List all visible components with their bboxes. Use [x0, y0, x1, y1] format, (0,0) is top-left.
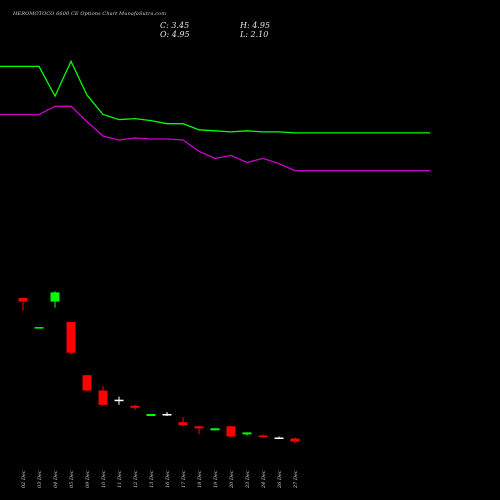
candle-body	[98, 390, 108, 405]
x-tick-label: 23 Dec	[245, 470, 251, 489]
x-tick-label: 12 Dec	[133, 470, 139, 488]
open-value: O: 4.95	[160, 30, 190, 39]
candle-body	[242, 432, 252, 435]
close-value: C: 3.45	[160, 21, 190, 30]
x-tick-label: 19 Dec	[213, 470, 219, 488]
x-tick-label: 18 Dec	[197, 470, 203, 488]
x-tick-label: 20 Dec	[229, 470, 235, 489]
x-tick-label: 11 Dec	[117, 470, 123, 488]
x-tick-label: 13 Dec	[149, 470, 155, 488]
candle-body	[210, 428, 220, 431]
candle-body	[274, 437, 284, 439]
candle-body	[146, 414, 156, 416]
candle-body	[18, 298, 28, 302]
candle-body	[66, 322, 76, 353]
candle-body	[178, 422, 188, 426]
series-line-2	[0, 105, 430, 172]
x-tick-label: 02 Dec	[21, 470, 27, 488]
candle-body	[226, 426, 236, 437]
x-tick-label: 26 Dec	[277, 470, 283, 489]
x-tick-label: 09 Dec	[85, 470, 91, 488]
candle-body	[258, 435, 268, 437]
candle-body	[290, 438, 300, 442]
x-tick-label: 04 Dec	[53, 470, 59, 488]
x-tick-label: 17 Dec	[181, 470, 187, 488]
x-tick-label: 16 Dec	[165, 470, 171, 488]
candle-body	[114, 399, 124, 402]
x-tick-label: 05 Dec	[69, 470, 75, 488]
series-line-1	[0, 59, 430, 134]
x-tick-label: 10 Dec	[101, 470, 107, 488]
high-value: H: 4.95	[240, 21, 271, 30]
x-tick-label: 03 Dec	[37, 470, 43, 488]
candle-body	[50, 292, 60, 302]
candle-body	[82, 375, 92, 391]
candle-body	[130, 405, 140, 408]
x-tick-label: 24 Dec	[261, 470, 267, 489]
candle-body	[194, 426, 204, 429]
chart-title: HEROMOTOCO 6600 CE Options Chart MunafaS…	[13, 11, 167, 17]
x-tick-label: 27 Dec	[293, 470, 299, 489]
candle-body	[34, 327, 44, 329]
low-value: L: 2.10	[240, 30, 269, 39]
candle-body	[162, 414, 172, 416]
